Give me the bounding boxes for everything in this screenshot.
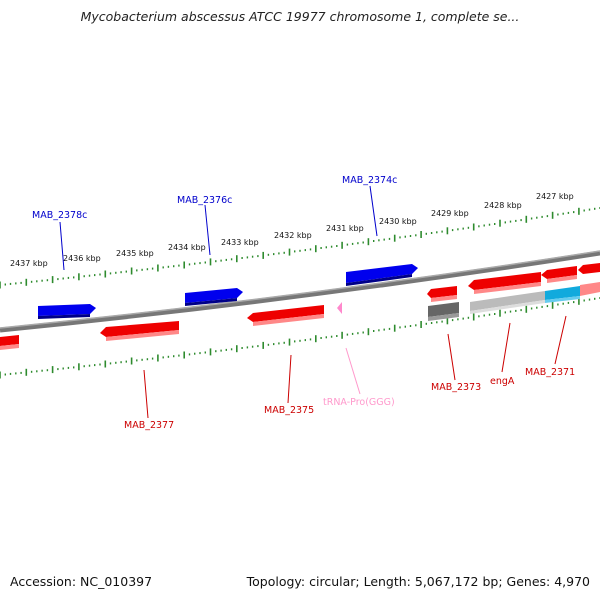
map-title: Mycobacterium abscessus ATCC 19977 chrom… — [80, 9, 520, 24]
ruler-label: 2427 kbp — [536, 192, 574, 201]
gene-MAB_2376c[interactable]: MAB_2376c — [177, 195, 243, 306]
ruler-label: 2429 kbp — [431, 209, 469, 218]
ruler-label: 2433 kbp — [221, 238, 259, 247]
chromosome-backbone — [0, 250, 600, 333]
gene-label[interactable]: engA — [490, 376, 515, 387]
gene-label[interactable]: MAB_2371 — [525, 367, 575, 378]
sequence-summary: Topology: circular; Length: 5,067,172 bp… — [246, 574, 590, 589]
gene-MAB_2373-red[interactable] — [427, 286, 457, 302]
gene-MAB_2371[interactable]: MAB_2371 — [525, 263, 600, 378]
forward-genes: MAB_2378c MAB_2376c MAB_2374c — [32, 175, 418, 319]
gene-MAB_2377[interactable]: MAB_2377 — [100, 321, 179, 431]
gene-label[interactable]: MAB_2375 — [264, 405, 314, 416]
gene-partial-left[interactable] — [0, 335, 19, 350]
ruler-labels: 2437 kbp 2436 kbp 2435 kbp 2434 kbp 2433… — [10, 192, 574, 268]
gene-MAB_2375[interactable]: MAB_2375 — [247, 305, 324, 416]
accession-label: Accession: NC_010397 — [10, 574, 153, 589]
ruler-label: 2436 kbp — [63, 254, 101, 263]
outer-ruler — [0, 207, 600, 289]
gene-trna-pro[interactable]: tRNA-Pro(GGG) — [323, 302, 395, 408]
ruler-label: 2430 kbp — [379, 217, 417, 226]
gene-label[interactable]: MAB_2378c — [32, 210, 87, 221]
inner-ruler — [0, 297, 600, 379]
ruler-label: 2435 kbp — [116, 249, 154, 258]
gene-label[interactable]: MAB_2374c — [342, 175, 397, 186]
chromosome-backbone-highlight — [0, 250, 600, 329]
gene-engA[interactable]: engA — [468, 272, 600, 387]
ruler-label: 2431 kbp — [326, 224, 364, 233]
gene-MAB_2378c[interactable]: MAB_2378c — [32, 210, 96, 319]
ruler-label: 2434 kbp — [168, 243, 206, 252]
gene-MAB_2374c[interactable]: MAB_2374c — [342, 175, 418, 286]
ruler-label: 2432 kbp — [274, 231, 312, 240]
gene-label[interactable]: MAB_2373 — [431, 382, 481, 393]
gene-MAB_2373[interactable]: MAB_2373 — [428, 302, 481, 393]
gene-label[interactable]: MAB_2376c — [177, 195, 232, 206]
gene-label[interactable]: tRNA-Pro(GGG) — [323, 397, 395, 408]
reverse-genes: MAB_2377 MAB_2375 tRNA-Pro(GGG) MAB_2373 — [0, 263, 600, 431]
ruler-label: 2437 kbp — [10, 259, 48, 268]
ruler-label: 2428 kbp — [484, 201, 522, 210]
gene-label[interactable]: MAB_2377 — [124, 420, 174, 431]
